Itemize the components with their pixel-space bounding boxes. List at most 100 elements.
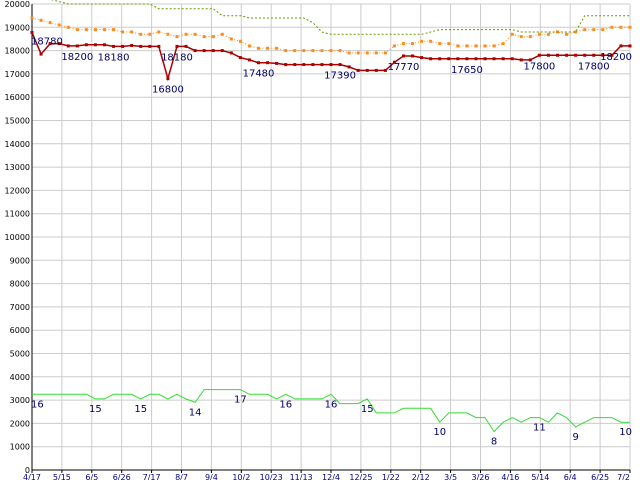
data-point [130,43,134,47]
x-tick-label: 9/4 [205,473,218,480]
y-tick-label: 20000 [5,0,30,9]
data-point [57,42,61,46]
data-point [537,32,541,36]
data-point [546,32,550,36]
data-point [492,44,496,48]
data-point [121,30,125,34]
data-point [565,53,569,57]
data-point [247,58,251,62]
data-point [420,56,424,60]
data-point [102,28,106,32]
data-point [465,57,469,61]
data-point [628,25,632,29]
y-tick-label: 11000 [5,210,30,219]
data-point [528,35,532,39]
data-point [30,30,34,34]
data-point [510,32,514,36]
x-tick-label: 6/4 [564,473,577,480]
data-label: 18780 [31,36,63,47]
data-point [157,30,161,34]
data-label: 15 [134,404,147,415]
data-point [39,52,43,56]
data-point [247,44,251,48]
data-label: 18180 [161,52,193,63]
y-tick-label: 9000 [10,256,30,265]
y-tick-label: 16000 [5,93,30,102]
data-point [66,44,70,48]
data-point [519,58,523,62]
data-point [266,61,270,65]
data-point [193,32,197,36]
data-point [438,57,442,61]
data-point [302,49,306,53]
data-point [374,51,378,55]
x-tick-label: 4/17 [23,473,41,480]
data-point [66,25,70,29]
data-point [474,57,478,61]
data-point [148,32,152,36]
data-point [610,25,614,29]
x-tick-label: 12/4 [322,473,340,480]
data-point [401,54,405,58]
data-point [48,21,52,25]
data-point [356,68,360,72]
axes: 0 1000 2000 3000 4000 5000 6000 7000 8000 9000 100… [5,0,631,482]
data-point [229,51,233,55]
data-point [175,35,179,39]
data-point [284,63,288,67]
y-tick-label: 4000 [10,373,30,382]
data-point [257,46,261,50]
data-point [93,28,97,32]
data-point [121,44,125,48]
data-point [166,32,170,36]
data-label: 17650 [451,65,483,76]
data-point [583,28,587,32]
data-point [166,77,170,81]
data-point [93,43,97,47]
data-point [302,63,306,67]
data-label: 8 [491,437,497,448]
data-point [456,57,460,61]
data-point [546,53,550,57]
data-point [266,46,270,50]
series-1 [30,16,632,55]
y-tick-label: 18000 [5,47,30,56]
data-point [483,44,487,48]
data-point [320,63,324,67]
data-point [130,30,134,34]
data-point [565,32,569,36]
y-tick-label: 15000 [5,117,30,126]
data-label: 18200 [600,52,632,63]
data-label: 17800 [578,61,610,72]
x-tick-label: 4/16 [501,473,519,480]
data-label: 17800 [523,61,555,72]
data-point [311,49,315,53]
data-point [184,44,188,48]
data-label: 15 [89,404,102,415]
y-tick-label: 13000 [5,163,30,172]
data-point [284,49,288,53]
data-point [211,49,215,53]
data-point [583,53,587,57]
data-point [474,44,478,48]
data-label: 16800 [152,85,184,96]
data-point [139,44,143,48]
y-tick-label: 14000 [5,140,30,149]
x-tick-label: 6/26 [113,473,131,480]
data-point [329,63,333,67]
data-point [619,44,623,48]
data-point [501,42,505,46]
data-point [429,57,433,61]
data-point [275,46,279,50]
data-point [320,49,324,53]
data-point [329,49,333,53]
data-point [429,39,433,43]
data-point [193,49,197,53]
data-point [537,53,541,57]
data-point [628,44,632,48]
series-line-3 [32,389,630,433]
data-label: 10 [619,427,632,438]
data-point [293,63,297,67]
